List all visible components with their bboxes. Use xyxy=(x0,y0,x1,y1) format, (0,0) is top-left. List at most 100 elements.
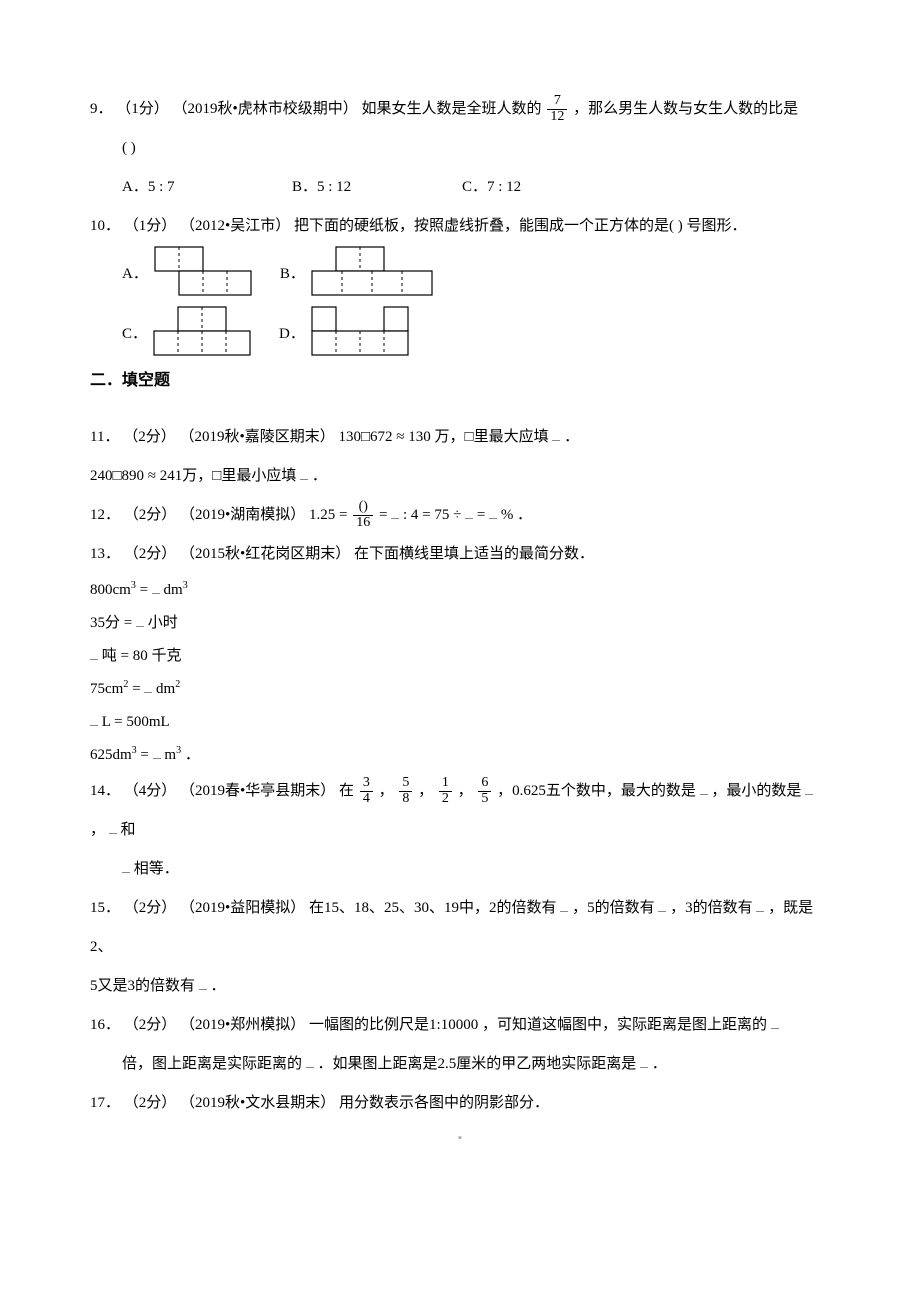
q12-blank1[interactable] xyxy=(391,504,399,519)
q15-e: 5又是3的倍数有 xyxy=(90,978,195,994)
q12-blank3[interactable] xyxy=(489,504,497,519)
q10-label-d: D． xyxy=(279,315,305,356)
q10-svg-c xyxy=(153,306,251,356)
q13-blank5[interactable] xyxy=(90,711,98,726)
q10-svg-a xyxy=(154,246,252,296)
q10-number: 10． xyxy=(90,218,120,234)
page-center-mark: ▪ xyxy=(90,1123,830,1144)
q14-blank3[interactable] xyxy=(109,819,117,834)
q17-context: （2019秋•文水县期末） xyxy=(180,1095,335,1111)
q12-e: % ． xyxy=(501,507,532,523)
q13-l6: 625dm3 = m3 ． xyxy=(90,739,830,772)
q10-label-a: A． xyxy=(122,255,148,296)
q11-blank2[interactable] xyxy=(300,465,308,480)
q14-f4: 65 xyxy=(478,776,491,806)
q15-blank1[interactable] xyxy=(560,897,568,912)
q14-line2: 相等． xyxy=(90,850,830,889)
q9-fraction: 7 12 xyxy=(547,94,567,124)
q11-line1b: ． xyxy=(564,429,579,445)
q14-blank4[interactable] xyxy=(122,858,130,873)
q11-points: （2分） xyxy=(123,429,176,445)
q13-blank2[interactable] xyxy=(136,612,144,627)
q9-text-a: 如果女生人数是全班人数的 xyxy=(362,101,542,117)
q17-number: 17． xyxy=(90,1095,120,1111)
q10-points: （1分） xyxy=(124,218,177,234)
q15-blank4[interactable] xyxy=(199,975,207,990)
q16: 16． （2分） （2019•郑州模拟） 一幅图的比例尺是1:10000 ，可知… xyxy=(90,1006,830,1045)
q14-b: ，0.625五个数中，最大的数是 xyxy=(497,783,696,799)
q12-context: （2019•湖南模拟） xyxy=(180,507,305,523)
q14-points: （4分） xyxy=(124,783,177,799)
q12-blank2[interactable] xyxy=(465,504,473,519)
q16-points: （2分） xyxy=(124,1017,177,1033)
q15-b: ，5的倍数有 xyxy=(572,900,655,916)
q11-blank1[interactable] xyxy=(552,426,560,441)
q14-number: 14． xyxy=(90,783,120,799)
q13-l4b: = xyxy=(132,681,140,697)
q14-f2: 58 xyxy=(399,776,412,806)
q16-number: 16． xyxy=(90,1017,120,1033)
q13-l4c: dm xyxy=(156,681,175,697)
q13-l4: 75cm2 = dm2 xyxy=(90,673,830,706)
q14: 14． （4分） （2019春•华亭县期末） 在 34 ， 58 ， 12 ， … xyxy=(90,772,830,850)
q9-paren: ( ) xyxy=(90,129,830,168)
q11-line2b: ． xyxy=(312,468,327,484)
q13-stem: 13． （2分） （2015秋•红花岗区期末） 在下面横线里填上适当的最简分数． xyxy=(90,535,830,574)
q15-f: ． xyxy=(211,978,226,994)
q16-blank1[interactable] xyxy=(771,1014,779,1029)
q14-context: （2019春•华亭县期末） xyxy=(180,783,335,799)
q12: 12． （2分） （2019•湖南模拟） 1.25 = () 16 = : 4 … xyxy=(90,496,830,535)
q13-points: （2分） xyxy=(124,546,177,562)
q13-l1b: = xyxy=(140,582,148,598)
q15-blank2[interactable] xyxy=(658,897,666,912)
q14-blank1[interactable] xyxy=(700,780,708,795)
q13-context: （2015秋•红花岗区期末） xyxy=(180,546,350,562)
q12-d: = xyxy=(477,507,485,523)
q13-l6d: ． xyxy=(185,747,200,763)
q13-l2: 35分 = 小时 xyxy=(90,607,830,640)
q13-blank3[interactable] xyxy=(90,645,98,660)
q14-d: ， xyxy=(90,822,105,838)
q13-l1a: 800cm xyxy=(90,582,131,598)
q16-blank2[interactable] xyxy=(306,1053,314,1068)
q10-fig-c: C． xyxy=(122,306,251,356)
q12-number: 12． xyxy=(90,507,120,523)
q17-points: （2分） xyxy=(124,1095,177,1111)
q12-a: 1.25 = xyxy=(309,507,347,523)
section-2-title: 二．填空题 xyxy=(90,360,830,402)
q14-blank2[interactable] xyxy=(805,780,813,795)
q14-e: 和 xyxy=(121,822,136,838)
q13-blank6[interactable] xyxy=(153,744,161,759)
q10-fig-a: A． xyxy=(122,246,252,296)
q13-l1: 800cm3 = dm3 xyxy=(90,574,830,607)
q13-l6b: = xyxy=(140,747,148,763)
q13-l2a: 35分 = xyxy=(90,615,132,631)
q12-b: = xyxy=(379,507,387,523)
q16-line2: 倍，图上距离是实际距离的 ．如果图上距离是2.5厘米的甲乙两地实际距离是 ． xyxy=(90,1045,830,1084)
q11-line1: 11． （2分） （2019秋•嘉陵区期末） 130□672 ≈ 130 万，□… xyxy=(90,418,830,457)
q9-option-a: A．5 : 7 xyxy=(122,168,292,207)
q10-figures-row1: A． B． xyxy=(90,246,830,296)
q13-blank1[interactable] xyxy=(152,579,160,594)
q12-c: : 4 = 75 ÷ xyxy=(403,507,461,523)
q9-options: A．5 : 7 B．5 : 12 C．7 : 12 xyxy=(90,168,830,207)
q15-blank3[interactable] xyxy=(756,897,764,912)
q9-text-b: ，那么男生人数与女生人数的比是 xyxy=(573,101,798,117)
q11-number: 11． xyxy=(90,429,119,445)
q16-blank3[interactable] xyxy=(640,1053,648,1068)
q15-context: （2019•益阳模拟） xyxy=(180,900,305,916)
q13-l3: 吨 = 80 千克 xyxy=(90,640,830,673)
q10-stem: 10． （1分） （2012•吴江市） 把下面的硬纸板，按照虚线折叠，能围成一个… xyxy=(90,207,830,246)
q11-line1a: 130□672 ≈ 130 万，□里最大应填 xyxy=(338,429,548,445)
q14-a: 在 xyxy=(339,783,354,799)
q13-text: 在下面横线里填上适当的最简分数． xyxy=(354,546,594,562)
q16-d: ． xyxy=(652,1056,667,1072)
q15-c: ，3的倍数有 xyxy=(670,900,753,916)
q9-number: 9． xyxy=(90,101,113,117)
q13-l3a: 吨 = 80 千克 xyxy=(102,648,182,664)
q11-line2: 240□890 ≈ 241万，□里最小应填 ． xyxy=(90,457,830,496)
q14-c: ，最小的数是 xyxy=(711,783,801,799)
q13-blank4[interactable] xyxy=(144,678,152,693)
q12-points: （2分） xyxy=(124,507,177,523)
q10-context: （2012•吴江市） xyxy=(180,218,290,234)
